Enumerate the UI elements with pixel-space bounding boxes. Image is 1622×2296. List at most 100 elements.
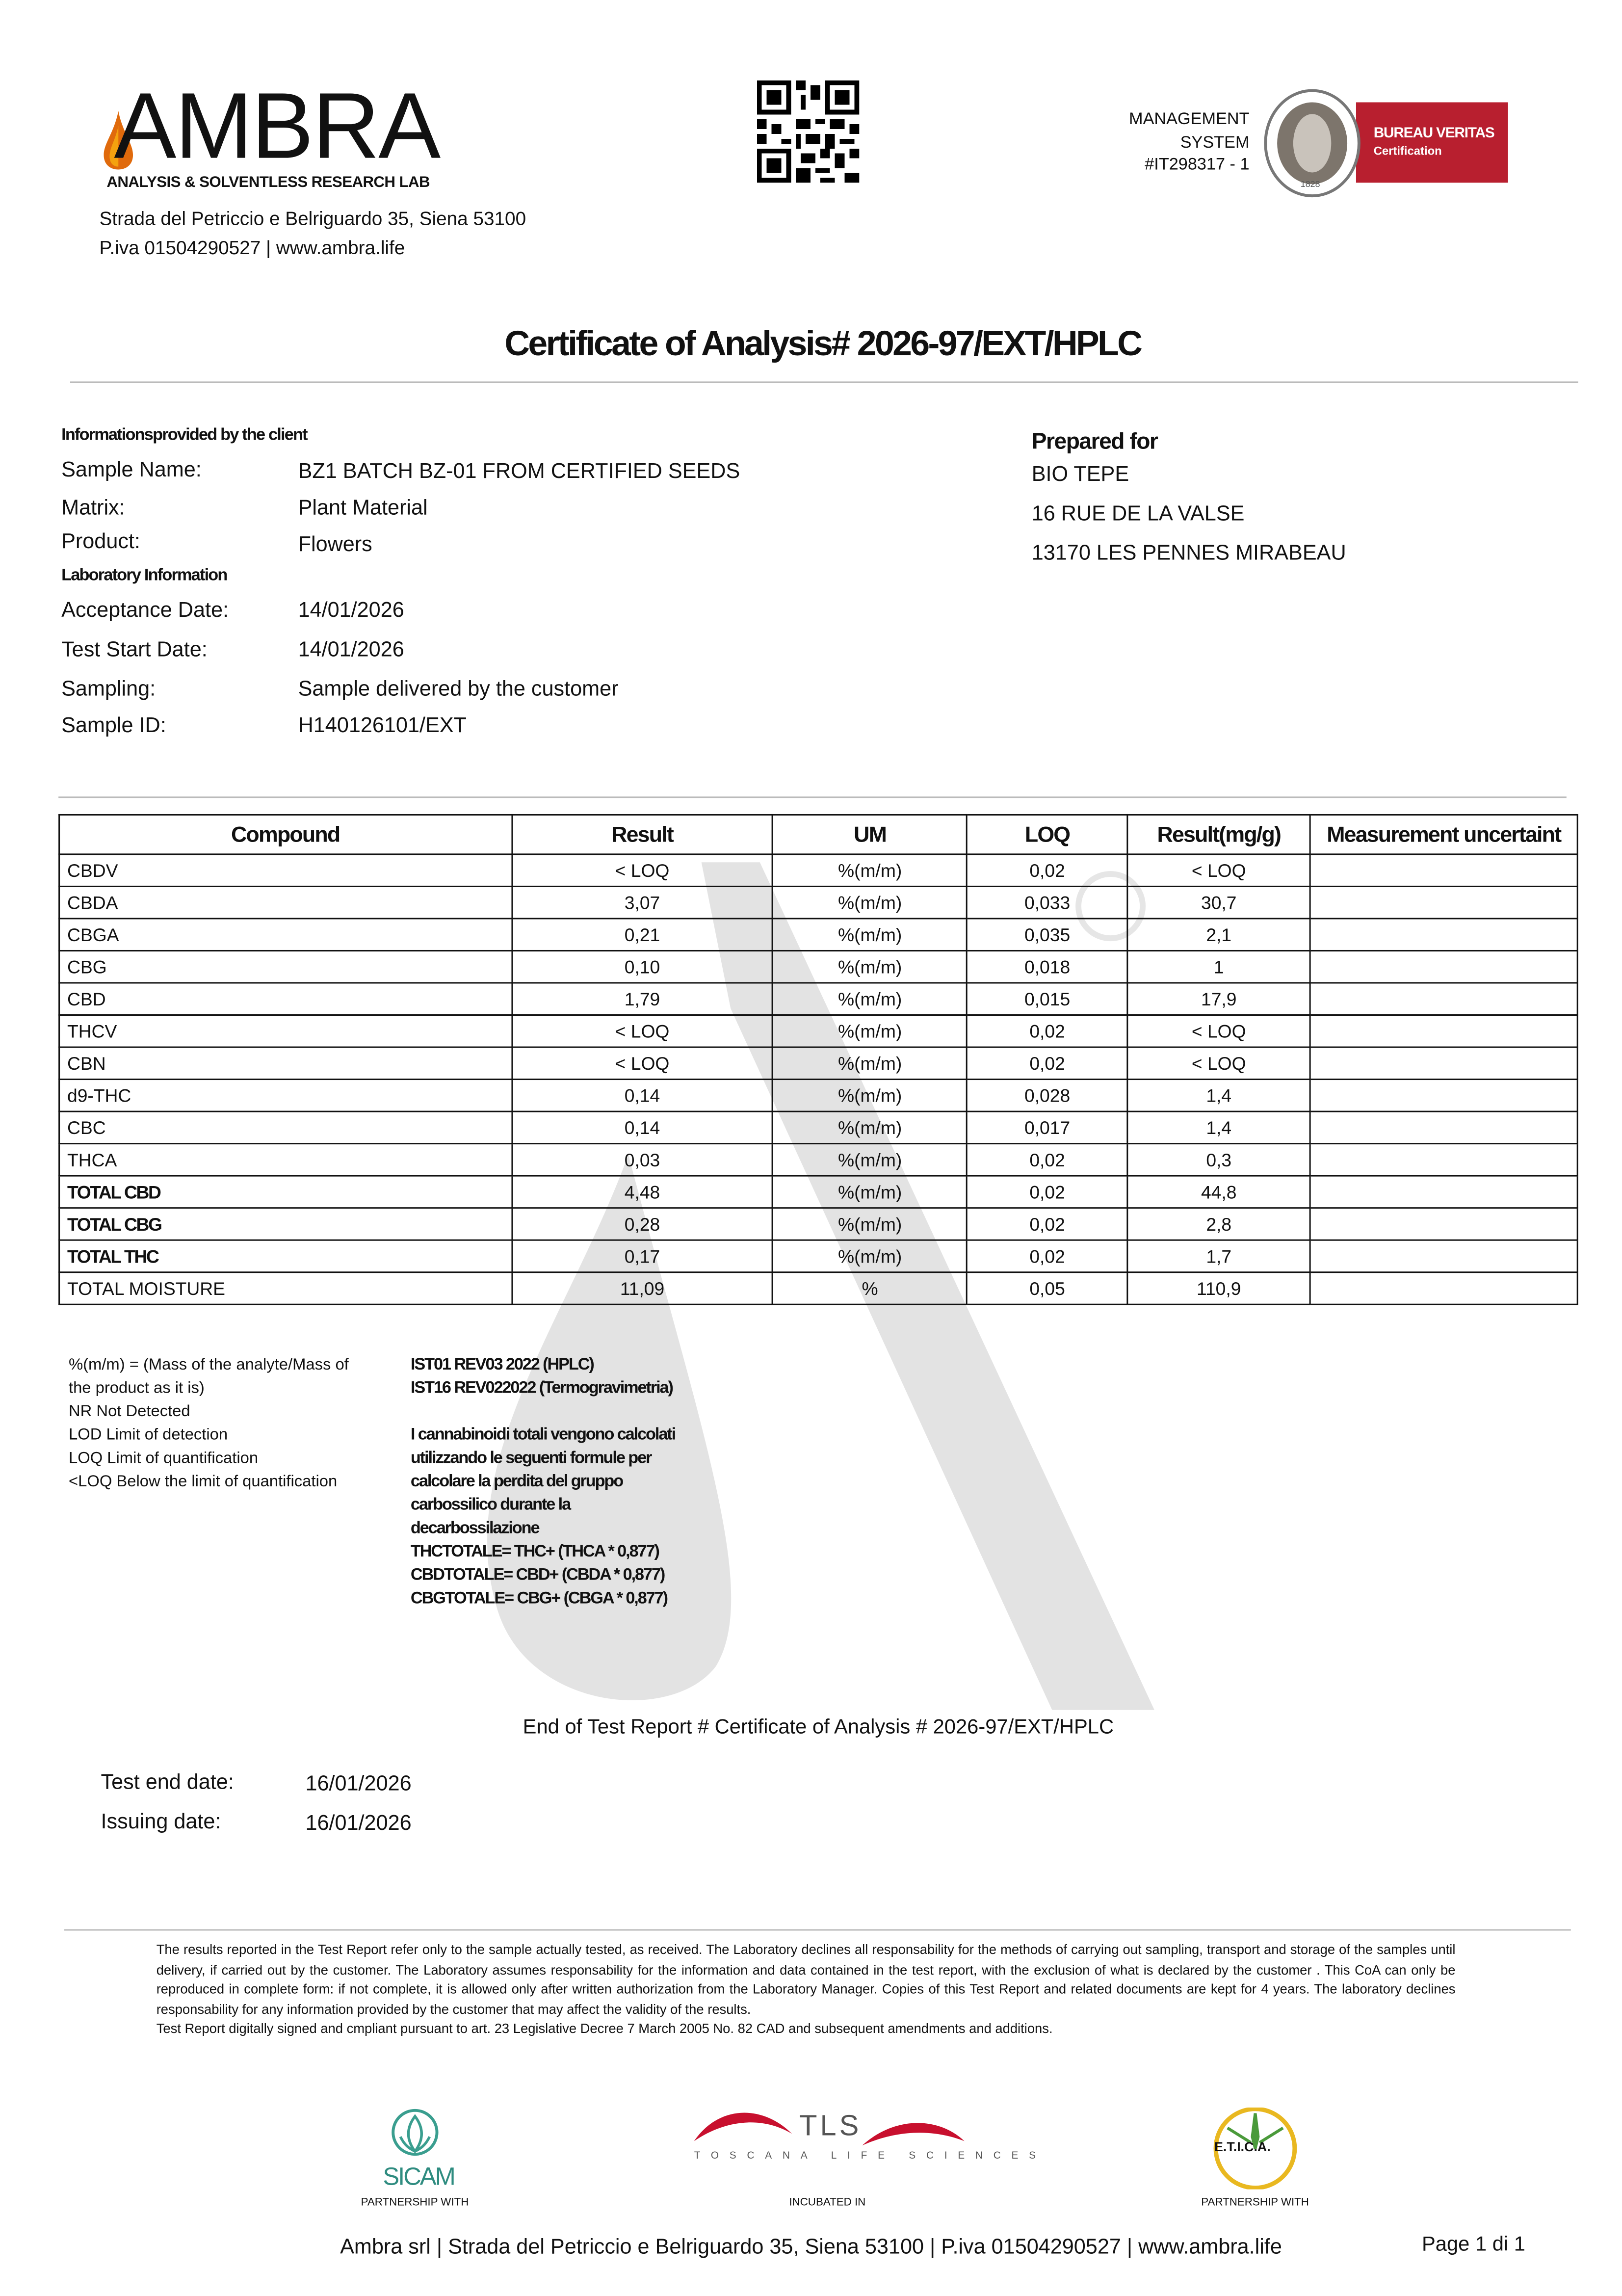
- prepared-for-heading: Prepared for: [1031, 429, 1158, 455]
- method-notes: IST01 REV03 2022 (HPLC) IST16 REV022022 (…: [410, 1353, 676, 1610]
- table-cell: [1309, 1207, 1578, 1241]
- table-cell: [1309, 1014, 1578, 1048]
- note-line: decarbossilazione: [410, 1520, 540, 1538]
- tls-name: TLS: [799, 2110, 862, 2143]
- sicam-name: SICAM: [383, 2163, 455, 2191]
- note-line: carbossilico durante la: [410, 1496, 571, 1514]
- field-label: Product:: [61, 530, 140, 554]
- table-row: CBD 1,79 %(m/m) 0,015 17,9: [58, 982, 1578, 1016]
- matrix-value: Plant Material: [298, 497, 428, 521]
- table-cell: CBN: [58, 1046, 513, 1081]
- note-line: utilizzando le seguenti formule per: [410, 1450, 652, 1468]
- table-cell: %: [772, 1271, 968, 1305]
- table-row: d9-THC 0,14 %(m/m) 0,028 1,4: [58, 1079, 1578, 1112]
- badge-title: BUREAU VERITAS: [1373, 126, 1495, 142]
- footer-company: Ambra srl | Strada del Petriccio e Belri…: [340, 2236, 1282, 2260]
- table-cell: %(m/m): [772, 918, 968, 951]
- field-label: Test Start Date:: [61, 638, 208, 662]
- note-line: LOQ Limit of quantification: [68, 1450, 259, 1468]
- table-cell: [1309, 885, 1578, 920]
- table-row: TOTAL MOISTURE 11,09% 0,05 110,9: [58, 1271, 1578, 1305]
- table-cell: %(m/m): [772, 1046, 968, 1081]
- lab-info-heading: Laboratory Information: [61, 567, 228, 585]
- table-header-row: Compound Result UM LOQ Result(mg/g) Measureme…: [58, 814, 1578, 855]
- note-line: the product as it is): [68, 1379, 205, 1398]
- qr-code[interactable]: [757, 80, 860, 183]
- table-cell: < LOQ: [1126, 853, 1311, 887]
- table-cell: 0,018: [966, 950, 1128, 984]
- table-cell: 1,4: [1126, 1110, 1311, 1145]
- note-line: IST16 REV022022 (Termogravimetria): [410, 1379, 674, 1398]
- note-line: THCTOTALE= THC+ (THCA * 0,877): [410, 1543, 660, 1561]
- table-cell: %(m/m): [772, 1110, 968, 1145]
- acceptance-date-value: 14/01/2026: [298, 599, 404, 623]
- cert-line3: #IT298317 - 1: [1145, 156, 1250, 174]
- table-cell: TOTAL THC: [58, 1239, 513, 1273]
- table-cell: [1309, 1046, 1578, 1081]
- table-row: TOTAL CBG 0,28 %(m/m) 0,02 2,8: [58, 1207, 1578, 1241]
- end-of-report: End of Test Report # Certificate of Anal…: [523, 1714, 1114, 1738]
- table-cell: 1: [1126, 950, 1311, 984]
- table-row: THCA 0,03 %(m/m) 0,02 0,3: [58, 1143, 1578, 1177]
- table-cell: 44,8: [1126, 1175, 1311, 1209]
- divider: [70, 381, 1578, 383]
- table-cell: < LOQ: [511, 1014, 774, 1048]
- partner-caption: INCUBATED IN: [789, 2195, 866, 2209]
- note-line: <LOQ Below the limit of quantification: [68, 1473, 338, 1491]
- table-cell: 2,1: [1126, 918, 1311, 951]
- table-cell: [1309, 1175, 1578, 1209]
- table-cell: 17,9: [1126, 982, 1311, 1016]
- logo-subtitle: ANALYSIS & SOLVENTLESS RESEARCH LAB: [106, 174, 430, 192]
- table-cell: [1309, 853, 1578, 887]
- table-cell: 0,21: [511, 918, 774, 951]
- logo-text: AMBRA: [114, 73, 441, 179]
- table-cell: [1309, 1110, 1578, 1145]
- table-cell: 0,02: [966, 1175, 1128, 1209]
- table-cell: %(m/m): [772, 1207, 968, 1241]
- page-number: Page 1 di 1: [1421, 2232, 1525, 2255]
- table-cell: 0,02: [966, 1143, 1128, 1177]
- note-line: calcolare la perdita del gruppo: [410, 1473, 624, 1491]
- table-cell: CBDA: [58, 885, 513, 920]
- note-line: NR Not Detected: [68, 1403, 190, 1421]
- table-cell: 11,09: [511, 1271, 774, 1305]
- disclaimer-text: The results reported in the Test Report …: [156, 1942, 1456, 2017]
- table-cell: %(m/m): [772, 853, 968, 887]
- prepared-for-line: BIO TEPE: [1031, 463, 1129, 487]
- table-cell: < LOQ: [511, 1046, 774, 1081]
- cert-line2: SYSTEM: [1180, 133, 1250, 152]
- table-cell: 30,7: [1126, 885, 1311, 920]
- client-info-heading: Informationsprovided by the client: [61, 426, 308, 445]
- field-label: Matrix:: [61, 497, 125, 521]
- table-cell: CBC: [58, 1110, 513, 1145]
- table-row: TOTAL CBD 4,48 %(m/m) 0,02 44,8: [58, 1175, 1578, 1209]
- cert-line1: MANAGEMENT: [1129, 111, 1250, 129]
- badge-sub: Certification: [1373, 144, 1442, 158]
- table-cell: CBG: [58, 950, 513, 984]
- table-cell: CBGA: [58, 918, 513, 951]
- table-row: CBDV < LOQ %(m/m) 0,02 < LOQ: [58, 853, 1578, 887]
- signature-note: Test Report digitally signed and cmplian…: [156, 2022, 1053, 2037]
- table-cell: TOTAL MOISTURE: [58, 1271, 513, 1305]
- page-title: Certificate of Analysis# 2026-97/EXT/HPL…: [504, 324, 1142, 364]
- table-cell: 0,02: [966, 853, 1128, 887]
- test-end-date-label: Test end date:: [101, 1771, 234, 1795]
- table-cell: 0,03: [511, 1143, 774, 1177]
- table-row: CBG 0,10 %(m/m) 0,018 1: [58, 950, 1578, 984]
- table-cell: CBD: [58, 982, 513, 1016]
- table-cell: 1,4: [1126, 1079, 1311, 1112]
- table-cell: [1309, 1079, 1578, 1112]
- table-cell: 1,79: [511, 982, 774, 1016]
- table-cell: 0,017: [966, 1110, 1128, 1145]
- field-label: Acceptance Date:: [61, 599, 229, 623]
- note-line: IST01 REV03 2022 (HPLC): [410, 1356, 595, 1374]
- table-cell: 0,015: [966, 982, 1128, 1016]
- issuing-date-label: Issuing date:: [101, 1811, 221, 1834]
- table-cell: 0,02: [966, 1207, 1128, 1241]
- table-cell: %(m/m): [772, 1079, 968, 1112]
- table-cell: [1309, 950, 1578, 984]
- table-cell: TOTAL CBG: [58, 1207, 513, 1241]
- table-cell: d9-THC: [58, 1079, 513, 1112]
- tls-subtitle: TOSCANA LIFE SCIENCES: [694, 2151, 1046, 2162]
- column-header: Result(mg/g): [1126, 814, 1311, 855]
